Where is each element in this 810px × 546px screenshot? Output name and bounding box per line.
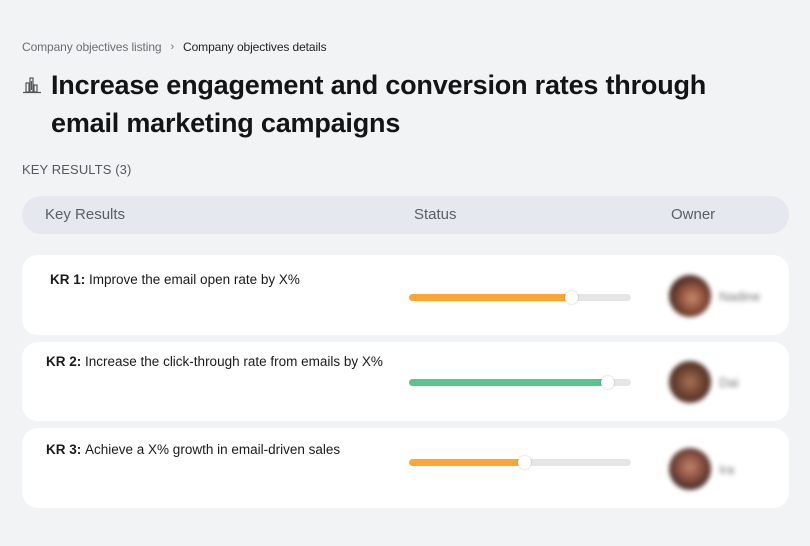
progress-bar-kr-3[interactable] (409, 456, 631, 469)
objective-header: Increase engagement and conversion rates… (22, 66, 742, 142)
progress-fill (409, 459, 525, 466)
owner-name: Nadine (719, 288, 761, 304)
owner-name: Dai (719, 374, 739, 390)
table-row-kr-2[interactable]: KR 2: Increase the click-through rate fr… (22, 342, 789, 421)
building-chart-icon (23, 77, 41, 94)
table-row-kr-1[interactable]: KR 1: Improve the email open rate by X% … (22, 255, 789, 335)
owner-cell[interactable]: Ira (669, 448, 734, 490)
kr-prefix: KR 3: (46, 442, 86, 457)
breadcrumb: Company objectives listing › Company obj… (22, 40, 327, 54)
kr-prefix: KR 2: (46, 354, 86, 369)
kr-description: KR 2: Increase the click-through rate fr… (46, 352, 386, 372)
column-header-owner: Owner (671, 206, 716, 223)
owner-cell[interactable]: Nadine (669, 275, 760, 317)
page-title: Increase engagement and conversion rates… (51, 70, 707, 138)
progress-knob[interactable] (518, 456, 532, 469)
progress-knob[interactable] (600, 376, 614, 389)
breadcrumb-objectives-details: Company objectives details (183, 40, 327, 54)
progress-bar-kr-2[interactable] (409, 376, 631, 389)
table-header: Key Results Status Owner (22, 196, 789, 234)
kr-text: Improve the email open rate by X% (89, 272, 300, 287)
chevron-right-icon: › (170, 41, 175, 53)
key-results-count: KEY RESULTS (3) (22, 162, 132, 177)
table-row-kr-3[interactable]: KR 3: Achieve a X% growth in email-drive… (22, 428, 789, 508)
progress-fill (409, 379, 607, 386)
avatar (669, 275, 711, 317)
progress-bar-kr-1[interactable] (409, 291, 631, 304)
breadcrumb-objectives-listing[interactable]: Company objectives listing (22, 40, 162, 54)
progress-knob[interactable] (565, 291, 579, 304)
kr-text: Increase the click-through rate from ema… (85, 354, 383, 369)
owner-name: Ira (719, 461, 735, 477)
column-header-key-results: Key Results (45, 206, 126, 223)
progress-fill (409, 294, 572, 301)
avatar (669, 448, 711, 490)
column-header-status: Status (414, 206, 457, 223)
owner-cell[interactable]: Dai (669, 361, 739, 403)
kr-prefix: KR 1: (50, 272, 90, 287)
kr-description: KR 1: Improve the email open rate by X% (50, 270, 390, 290)
kr-description: KR 3: Achieve a X% growth in email-drive… (46, 440, 386, 460)
kr-text: Achieve a X% growth in email-driven sale… (85, 442, 341, 457)
avatar (669, 361, 711, 403)
